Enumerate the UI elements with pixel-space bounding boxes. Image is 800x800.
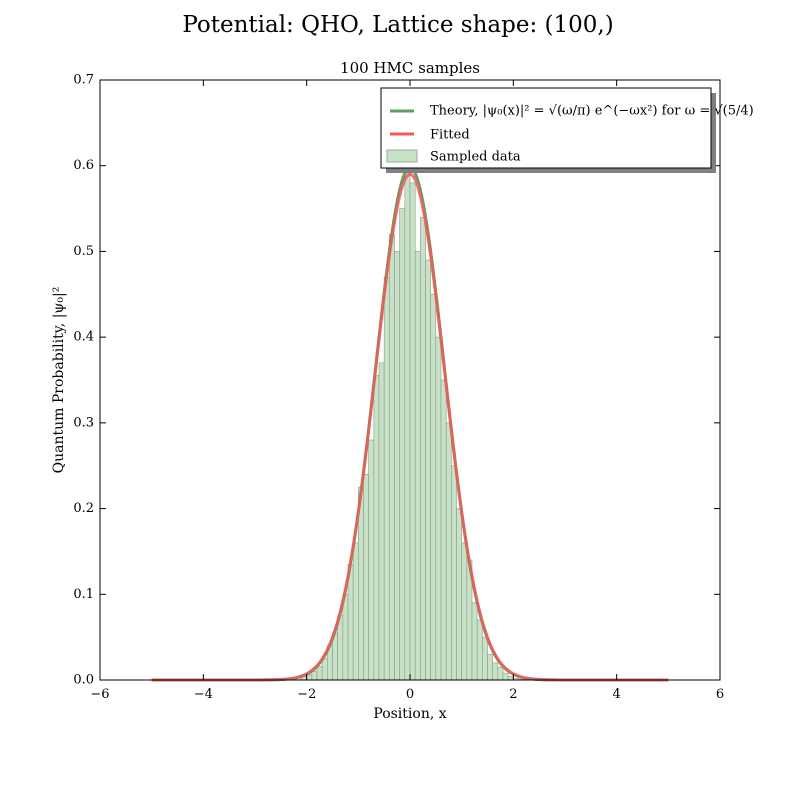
x-tick-label: 0 (406, 687, 414, 702)
x-axis-ticks: −6 −4 −2 0 2 4 6 (90, 80, 724, 702)
axes-title: 100 HMC samples (340, 59, 480, 77)
histogram-bar (482, 636, 488, 681)
x-tick-label: −6 (90, 687, 109, 702)
histogram-bar (440, 379, 447, 681)
histogram-bar (487, 653, 493, 681)
histogram-bar (306, 674, 313, 681)
histogram-bar (368, 439, 375, 681)
histogram-bar (420, 216, 426, 681)
histogram-bar (394, 251, 400, 681)
histogram-bar (445, 422, 452, 681)
histogram-bar (399, 208, 406, 681)
histogram-bar (363, 473, 369, 681)
histogram-bar (502, 672, 509, 681)
histogram-bar (476, 619, 483, 681)
y-tick-label: 0.7 (73, 73, 94, 88)
histogram-bar (414, 251, 421, 681)
histogram-bar (492, 662, 499, 681)
histogram-bar (497, 666, 504, 681)
y-tick-label: 0.6 (73, 158, 94, 173)
histogram-bar (409, 182, 416, 681)
x-tick-label: 2 (509, 687, 517, 702)
histogram-bar (316, 665, 323, 681)
legend-theory-label: Theory, |ψ₀(x)|² = √(ω/π) e^(−ωx²) for ω… (430, 104, 754, 119)
legend-box (380, 87, 712, 169)
histogram-bar (352, 542, 359, 681)
figure-suptitle: Potential: QHO, Lattice shape: (100,) (182, 12, 613, 38)
y-tick-label: 0.2 (73, 501, 94, 516)
histogram-bar (342, 593, 349, 681)
x-tick-label: 6 (716, 687, 724, 702)
histogram-bar (471, 602, 478, 681)
legend-sampled-swatch (386, 149, 418, 163)
histogram-bar (311, 671, 318, 681)
histogram-bar (451, 465, 457, 681)
histogram-bar (373, 375, 380, 681)
histogram-bar (404, 169, 411, 681)
legend: Theory, |ψ₀(x)|² = √(ω/π) e^(−ωx²) for ω… (380, 87, 754, 173)
y-tick-label: 0.0 (73, 673, 94, 688)
histogram-bar (378, 362, 385, 681)
x-tick-label: 4 (613, 687, 621, 702)
histogram-bar (435, 336, 442, 681)
histogram-bar (430, 293, 437, 681)
histogram-bar (456, 508, 462, 681)
y-tick-label: 0.5 (73, 244, 94, 259)
histogram-bar (425, 259, 431, 681)
legend-fitted-label: Fitted (430, 128, 470, 143)
histogram-bar (347, 563, 354, 681)
x-tick-label: −2 (297, 687, 316, 702)
y-tick-label: 0.3 (73, 415, 94, 430)
y-tick-label: 0.1 (73, 587, 94, 602)
x-axis-label: Position, x (373, 706, 446, 722)
histogram-bar (321, 658, 328, 681)
histogram-bar (461, 542, 468, 681)
histogram-bar (507, 676, 514, 681)
legend-sampled-label: Sampled data (430, 150, 521, 165)
histogram-bar (383, 276, 390, 681)
y-tick-label: 0.4 (73, 330, 94, 345)
x-tick-label: −4 (194, 687, 213, 702)
y-axis-label: Quantum Probability, |ψ₀|² (51, 287, 67, 474)
y-axis-ticks: 0.0 0.1 0.2 0.3 0.4 0.5 0.6 0.7 (73, 73, 720, 688)
histogram-bar (389, 233, 395, 681)
